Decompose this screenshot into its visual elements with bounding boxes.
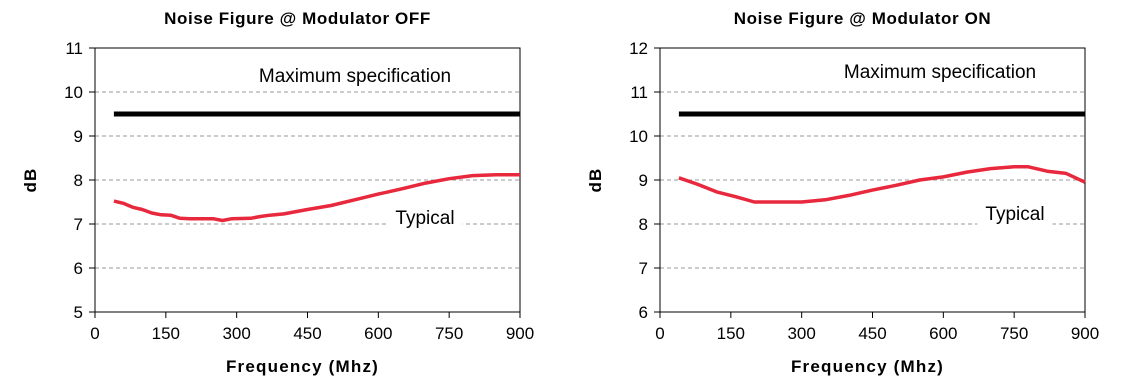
x-tick-label: 450: [293, 324, 321, 343]
series-line-typical: [113, 172, 520, 223]
y-tick-label: 11: [65, 39, 83, 58]
y-tick-label: 7: [639, 259, 648, 278]
series-line-typical: [678, 165, 1086, 204]
x-tick-label: 0: [90, 324, 99, 343]
x-tick-label: 600: [364, 324, 392, 343]
annotation-background: [835, 59, 1045, 86]
chart-panel-modulator-off: Noise Figure @ Modulator OFF 5 6 7 8 9 10 11 0 15…: [0, 0, 560, 380]
y-tick-label: 12: [629, 39, 648, 58]
annotation-maximum-specification: Maximum specification: [259, 66, 451, 87]
chart-title: Noise Figure @ Modulator OFF: [164, 9, 431, 28]
chart-svg-modulator-off: Noise Figure @ Modulator OFF 5 6 7 8 9 10 11 0 15…: [21, 9, 534, 376]
y-tick-label: 5: [74, 303, 83, 322]
x-tick-label: 750: [1000, 324, 1028, 343]
x-axis-title: Frequency (Mhz): [226, 357, 379, 376]
annotation-typical: Typical: [985, 204, 1044, 225]
y-tick-label: 11: [630, 83, 648, 102]
annotation-typical: Typical: [395, 208, 454, 229]
y-tick-label: 7: [74, 215, 83, 234]
chart-svg-modulator-on: Noise Figure @ Modulator ON 6 7 8 9 10 11 12 0 15…: [586, 9, 1099, 376]
chart-panel-modulator-on: Noise Figure @ Modulator ON 6 7 8 9 10 11 12 0 15…: [565, 0, 1125, 380]
x-tick-label: 150: [717, 324, 745, 343]
x-tick-label: 900: [506, 324, 534, 343]
y-tick-label: 10: [629, 127, 648, 146]
annotation-maximum-specification: Maximum specification: [844, 62, 1036, 83]
y-tick-label: 6: [639, 303, 648, 322]
y-axis-title: dB: [586, 167, 605, 192]
x-tick-label: 600: [929, 324, 957, 343]
y-tick-label: 8: [74, 171, 83, 190]
annotation-background: [977, 201, 1053, 228]
annotation-background: [250, 63, 460, 90]
y-axis-title: dB: [21, 167, 40, 192]
x-tick-label: 300: [222, 324, 250, 343]
x-axis-title: Frequency (Mhz): [791, 357, 944, 376]
chart-title: Noise Figure @ Modulator ON: [734, 9, 992, 28]
x-tick-label: 150: [152, 324, 180, 343]
y-tick-label: 9: [639, 171, 648, 190]
x-tick-label: 450: [858, 324, 886, 343]
y-tick-label: 10: [64, 83, 83, 102]
x-tick-label: 900: [1071, 324, 1099, 343]
x-tick-label: 300: [787, 324, 815, 343]
y-tick-label: 9: [74, 127, 83, 146]
x-tick-label: 750: [435, 324, 463, 343]
x-tick-label: 0: [655, 324, 664, 343]
annotation-background: [387, 205, 463, 232]
y-tick-label: 8: [639, 215, 648, 234]
y-tick-label: 6: [74, 259, 83, 278]
